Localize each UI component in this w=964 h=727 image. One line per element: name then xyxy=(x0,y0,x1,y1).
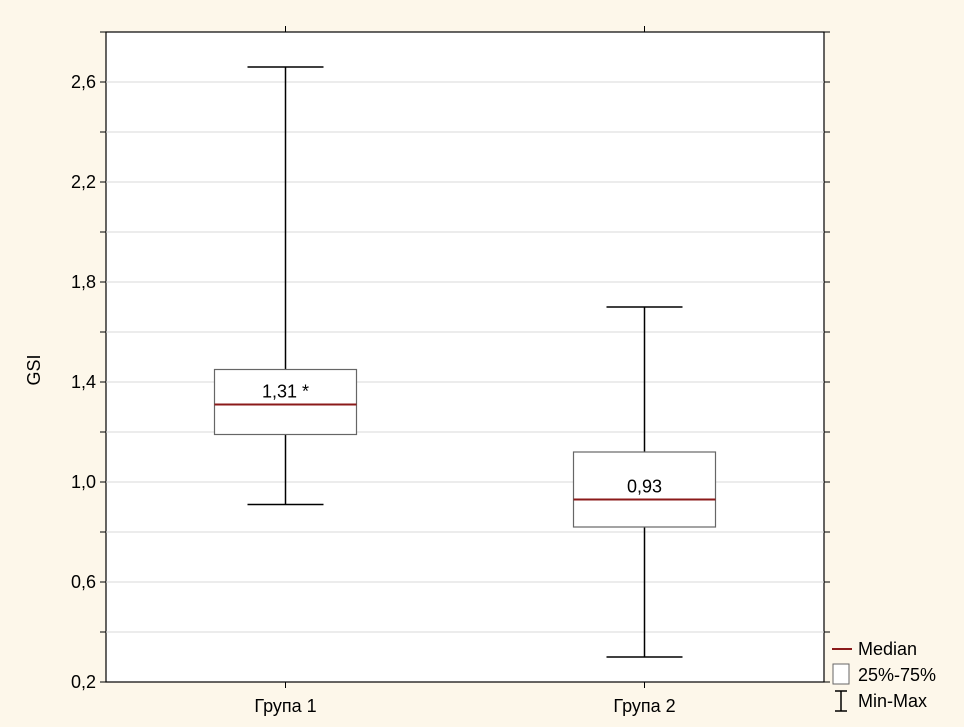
median-label: 1,31 * xyxy=(262,382,309,402)
y-tick-label: 1,0 xyxy=(71,472,96,492)
y-axis-title: GSI xyxy=(24,354,44,385)
x-tick-label: Група 1 xyxy=(254,696,316,716)
legend-box-swatch xyxy=(832,663,850,685)
box-group: 0,93 xyxy=(572,306,717,658)
plot-area xyxy=(105,31,825,683)
legend: Median 25%-75% Min-Max xyxy=(832,639,936,712)
y-tick-label: 0,2 xyxy=(71,672,96,692)
y-tick-label: 1,4 xyxy=(71,372,96,392)
legend-label: 25%-75% xyxy=(858,665,936,685)
box-group: 1,31 * xyxy=(213,66,358,506)
y-axis: 0,2 0,6 1,0 1,4 1,8 2,2 2,6 xyxy=(71,31,830,692)
x-axis: Група 1 Група 2 xyxy=(254,26,676,716)
legend-label: Median xyxy=(858,639,917,659)
boxes: 1,31 * 0,93 xyxy=(213,66,717,658)
x-tick-label: Група 2 xyxy=(613,696,675,716)
y-tick-label: 2,2 xyxy=(71,172,96,192)
y-tick-label: 0,6 xyxy=(71,572,96,592)
y-tick-label: 1,8 xyxy=(71,272,96,292)
iqr-box xyxy=(572,451,717,528)
iqr-box xyxy=(213,368,358,436)
y-tick-label: 2,6 xyxy=(71,72,96,92)
legend-label: Min-Max xyxy=(858,691,927,711)
median-label: 0,93 xyxy=(627,477,662,497)
